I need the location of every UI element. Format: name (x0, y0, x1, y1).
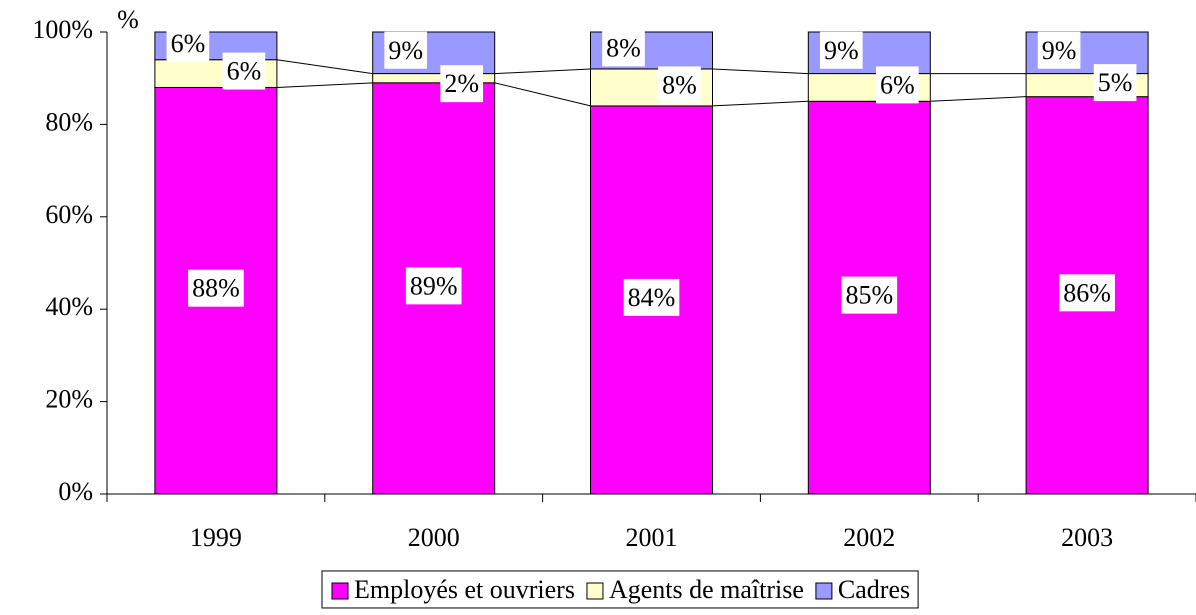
data-label: 84% (628, 283, 676, 312)
data-label: 85% (845, 281, 893, 310)
data-label: 9% (1042, 36, 1077, 65)
data-label: 9% (824, 36, 859, 65)
legend-label: Employés et ouvriers (354, 575, 575, 604)
series-line (712, 100, 809, 107)
data-label-box (166, 24, 210, 62)
x-tick-label: 1999 (190, 523, 242, 552)
y-tick-label: 20% (45, 385, 93, 414)
y-tick-label: 60% (45, 200, 93, 229)
data-label-box (440, 65, 484, 103)
data-label-box (405, 267, 462, 305)
y-tick-label: 40% (45, 292, 93, 321)
data-label: 88% (192, 274, 240, 303)
data-label-box (222, 52, 266, 90)
series-line (276, 59, 373, 75)
data-label-box (188, 269, 244, 307)
legend-swatch (586, 582, 604, 600)
data-label-box (1059, 274, 1115, 312)
x-tick-label: 2000 (408, 523, 460, 552)
y-tick-label: 0% (58, 477, 93, 506)
data-label: 5% (1098, 68, 1133, 97)
legend-swatch (331, 582, 349, 600)
data-label-box (875, 66, 919, 104)
legend-frame (321, 570, 919, 609)
y-tick-label: 80% (45, 107, 93, 136)
data-label-box (1093, 64, 1137, 102)
y-axis-label: % (117, 5, 139, 34)
series-line (276, 82, 373, 88)
data-label: 9% (388, 36, 423, 65)
data-label: 8% (662, 70, 697, 99)
data-label-box (819, 31, 863, 69)
data-label-box (623, 278, 680, 316)
y-tick-label: 100% (32, 15, 93, 44)
legend-swatch (815, 582, 833, 600)
data-label: 86% (1063, 278, 1111, 307)
series-line (494, 68, 591, 75)
data-label-box (602, 29, 645, 67)
data-label-box (658, 66, 701, 104)
x-tick-label: 2001 (626, 523, 678, 552)
legend: Employés et ouvriers Agents de maîtrise Ca… (321, 570, 919, 609)
data-label: 6% (880, 70, 915, 99)
data-label: 89% (410, 271, 458, 300)
series-line (712, 68, 809, 75)
data-label: 6% (227, 57, 262, 86)
data-label-box (1037, 31, 1081, 69)
x-tick-label: 2002 (843, 523, 895, 552)
legend-label: Cadres (838, 575, 910, 604)
legend-label: Agents de maîtrise (609, 575, 804, 604)
data-label: 6% (171, 29, 206, 58)
data-label-box (384, 31, 428, 69)
data-label: 2% (444, 69, 479, 98)
data-label: 8% (606, 33, 641, 62)
series-line (494, 82, 591, 107)
series-line (930, 96, 1027, 102)
x-tick-label: 2003 (1061, 523, 1113, 552)
data-label-box (841, 276, 898, 314)
